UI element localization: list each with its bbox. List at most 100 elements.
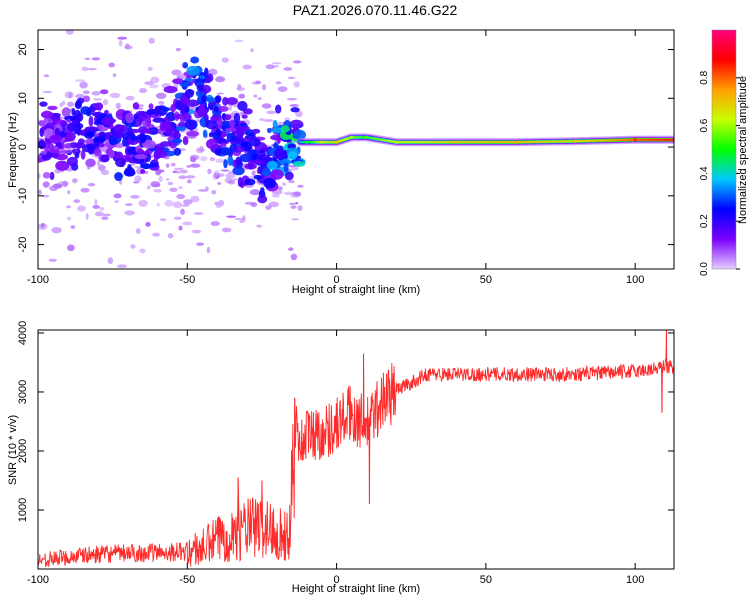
spectrogram-noise-cell bbox=[210, 221, 220, 227]
spectrogram-burst-cell bbox=[42, 171, 51, 179]
spectrogram-noise-cell bbox=[130, 194, 140, 199]
spectrogram-burst-cell bbox=[141, 139, 156, 149]
spectrogram-burst-cell bbox=[175, 126, 187, 132]
spectrogram-noise-cell bbox=[178, 175, 187, 180]
spectrogram-noise-cell bbox=[100, 216, 109, 221]
spectrogram-noise-cell bbox=[107, 257, 114, 265]
snr-x-tick-label: 100 bbox=[626, 574, 644, 586]
spectrogram-noise-cell bbox=[198, 189, 209, 192]
spectrogram-noise-cell bbox=[234, 217, 245, 221]
spectrogram-noise-cell bbox=[85, 213, 89, 220]
spectrogram-burst-cell bbox=[130, 135, 139, 141]
spectrogram-burst-cell bbox=[66, 156, 78, 167]
spectrogram-y-tick-label: 0 bbox=[17, 144, 29, 150]
spectrogram-noise-cell bbox=[178, 185, 183, 190]
spectrogram-noise-cell bbox=[286, 97, 298, 101]
spectrogram-noise-cell bbox=[165, 178, 170, 181]
spectrogram-noise-cell bbox=[115, 102, 121, 110]
spectrogram-burst-cell bbox=[159, 141, 172, 147]
spectrogram-burst-cell bbox=[75, 122, 84, 129]
spectrogram-noise-cell bbox=[148, 37, 155, 44]
spectrogram-ridge-point bbox=[394, 140, 398, 144]
spectrogram-noise-cell bbox=[225, 173, 236, 179]
spectrogram-noise-cell bbox=[282, 182, 286, 186]
spectrogram-noise-cell bbox=[159, 218, 167, 222]
spectrogram-noise-cell bbox=[84, 57, 91, 60]
spectrogram-burst-cell bbox=[244, 178, 256, 186]
spectrogram-ridge-point bbox=[334, 140, 339, 144]
spectrogram-noise-cell bbox=[92, 205, 101, 209]
spectrogram-burst-cell bbox=[218, 105, 229, 112]
spectrogram-noise-cell bbox=[167, 181, 174, 186]
spectrogram-burst-cell bbox=[213, 105, 219, 113]
spectrogram-noise-cell bbox=[239, 220, 244, 223]
spectrogram-burst-cell bbox=[202, 129, 208, 138]
colorbar-label: Normalized spectral amplitude bbox=[737, 76, 749, 224]
spectrogram-burst-cell bbox=[261, 168, 272, 177]
spectrogram-burst-cell bbox=[127, 163, 132, 170]
spectrogram-burst-cell bbox=[109, 149, 115, 159]
spectrogram-burst-cell bbox=[188, 121, 195, 131]
spectrogram-noise-cell bbox=[150, 181, 161, 188]
spectrogram-burst-cell bbox=[94, 148, 102, 157]
spectrogram-burst-cell bbox=[186, 130, 200, 137]
spectrogram-noise-cell bbox=[61, 100, 66, 106]
spectrogram-burst-cell bbox=[85, 158, 96, 167]
colorbar-tick-label: 0.4 bbox=[699, 166, 710, 180]
spectrogram-burst-cell bbox=[182, 135, 189, 146]
spectrogram-noise-cell bbox=[200, 155, 208, 162]
spectrogram-noise-cell bbox=[147, 185, 151, 190]
spectrogram-burst-cell bbox=[136, 110, 147, 116]
spectrogram-noise-cell bbox=[277, 186, 283, 191]
spectrogram-burst-cell bbox=[155, 150, 168, 159]
spectrogram-noise-cell bbox=[147, 66, 153, 71]
spectrogram-noise-cell bbox=[125, 95, 135, 101]
spectrogram-burst-cell bbox=[180, 115, 185, 123]
spectrogram-burst-cell bbox=[71, 108, 76, 116]
colorbar: 0.0 0.2 0.4 0.6 0.8 Normalized spectral ampl… bbox=[699, 29, 749, 276]
spectrogram-noise-cell bbox=[156, 203, 160, 207]
spectrogram-noise-cell bbox=[182, 221, 193, 226]
spectrogram-noise-cell bbox=[251, 170, 256, 177]
spectrogram-burst-cell bbox=[40, 110, 54, 119]
spectrogram-noise-cell bbox=[180, 208, 185, 215]
spectrogram-burst-cell bbox=[260, 157, 271, 163]
spectrogram-noise-cell bbox=[227, 179, 236, 185]
spectrogram-burst-cell bbox=[43, 142, 55, 153]
spectrogram-noise-cell bbox=[293, 191, 302, 197]
spectrogram-burst-cell bbox=[220, 147, 232, 156]
snr-y-tick-label: 1000 bbox=[17, 498, 29, 522]
spectrogram-noise-cell bbox=[250, 202, 258, 208]
spectrogram-burst-cell bbox=[54, 127, 61, 137]
spectrogram-noise-cell bbox=[68, 92, 72, 99]
spectrogram-noise-cell bbox=[284, 117, 291, 121]
spectrogram-y-ticks: -20 -10 0 10 20 bbox=[17, 43, 674, 253]
spectrogram-noise-cell bbox=[237, 83, 242, 90]
spectrogram-burst-cell bbox=[289, 119, 304, 130]
spectrogram-burst-cell bbox=[148, 103, 154, 110]
snr-series bbox=[38, 330, 674, 568]
spectrogram-noise-cell bbox=[66, 205, 72, 209]
colorbar-tick-label: 0.6 bbox=[699, 118, 710, 132]
spectrogram-noise-cell bbox=[130, 163, 136, 166]
spectrogram-noise-cell bbox=[288, 247, 294, 251]
snr-panel: -100 -50 0 50 100 1000 2000 3000 4000 Height of… bbox=[7, 321, 675, 595]
spectrogram-noise-cell bbox=[190, 156, 197, 163]
spectrogram-noise-cell bbox=[51, 226, 62, 234]
spectrogram-burst-cell bbox=[226, 132, 235, 142]
spectrogram-burst-cell bbox=[229, 119, 235, 129]
spectrogram-noise-cell bbox=[67, 190, 71, 195]
spectrogram-burst-cell bbox=[87, 145, 94, 151]
spectrogram-burst-cell bbox=[101, 116, 115, 126]
spectrogram-burst-cell bbox=[39, 101, 48, 107]
spectrogram-noise-cell bbox=[261, 84, 267, 91]
spectrogram-noise-cell bbox=[196, 149, 206, 152]
spectrogram-burst-cell bbox=[134, 153, 148, 160]
spectrogram-burst-cell bbox=[247, 149, 259, 155]
spectrogram-burst-cell bbox=[68, 142, 80, 149]
spectrogram-burst-cell bbox=[293, 129, 307, 141]
spectrogram-ridge-point bbox=[320, 140, 324, 144]
spectrogram-noise-cell bbox=[221, 57, 229, 63]
spectrogram-burst-cell bbox=[170, 103, 176, 113]
spectrogram-noise-cell bbox=[94, 198, 98, 206]
